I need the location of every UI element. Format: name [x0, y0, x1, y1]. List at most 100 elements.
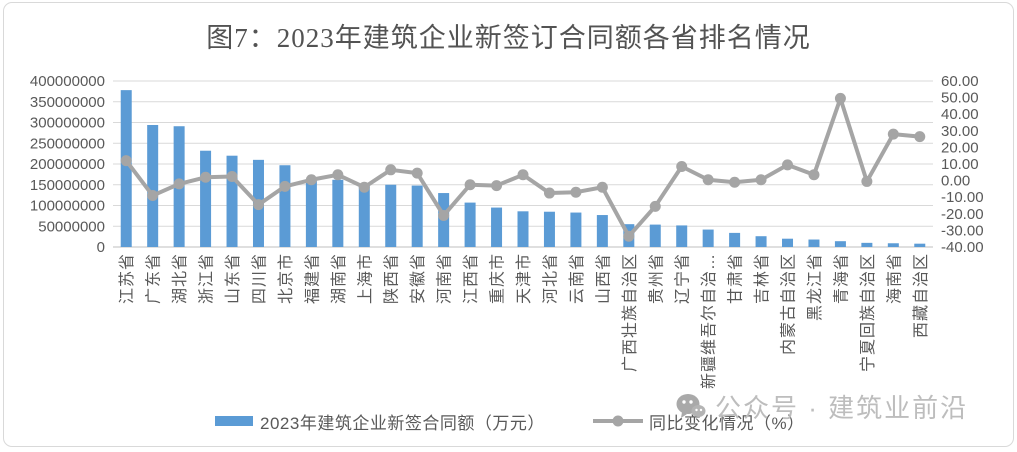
- bar: [332, 179, 344, 247]
- y-axis-tick: 0: [97, 239, 105, 256]
- x-axis-label: 湖北省: [171, 253, 189, 304]
- bar-series-label: 2023年建筑企业新签合同额（万元）: [260, 413, 545, 433]
- bar: [147, 124, 159, 247]
- line-point: [808, 169, 820, 181]
- y2-axis-tick: -40.00: [941, 239, 984, 256]
- y-axis-tick: 150000000: [30, 177, 105, 194]
- watermark: 公众号 · 建筑业前沿: [676, 388, 968, 425]
- bar: [279, 165, 291, 247]
- line-point: [914, 131, 926, 143]
- y2-axis-tick: 50.00: [941, 90, 979, 107]
- x-axis-label: 吉林省: [753, 253, 771, 304]
- y-axis-tick: 300000000: [30, 115, 105, 132]
- x-axis-label: 青海省: [832, 253, 850, 304]
- x-axis-label: 安徽省: [409, 253, 427, 304]
- line-point: [596, 181, 608, 193]
- line-point: [623, 230, 635, 242]
- line-point: [385, 164, 397, 176]
- combo-chart: 400000000 350000000 300000000 250000000 2000…: [30, 73, 984, 389]
- line-point: [702, 174, 714, 186]
- line-point: [305, 174, 317, 186]
- bar: [861, 242, 873, 247]
- x-axis-label: 江西省: [462, 253, 480, 304]
- line-point: [755, 174, 767, 186]
- line-point: [543, 187, 555, 199]
- x-axis-label: 内蒙古自治区: [780, 253, 798, 355]
- x-axis-label: 广西壮族自治区: [621, 253, 639, 372]
- x-axis-label: 河北省: [541, 253, 559, 304]
- x-axis-label: 江苏省: [118, 253, 136, 304]
- watermark-text: 公众号 · 建筑业前沿: [715, 393, 969, 423]
- line-point: [782, 159, 794, 171]
- line-point: [517, 169, 529, 181]
- y2-axis-tick: 10.00: [941, 156, 979, 173]
- legend-item-line: 同比变化情况（%）: [592, 410, 805, 433]
- line-point: [411, 167, 423, 179]
- x-axis-label: 湖南省: [330, 253, 348, 304]
- legend-item-bar: 2023年建筑企业新签合同额（万元）: [215, 410, 545, 433]
- bar-series-swatch: [215, 416, 253, 426]
- y-axis-tick: 400000000: [30, 73, 105, 90]
- line-point: [226, 170, 238, 182]
- line-point: [649, 200, 661, 212]
- bar: [676, 225, 688, 247]
- bar: [808, 239, 820, 247]
- y2-axis-tick: 60.00: [941, 73, 979, 90]
- x-axis-label: 河南省: [436, 253, 454, 304]
- line-series-marker: [593, 415, 643, 427]
- line-point: [491, 180, 503, 192]
- x-axis-label: 西藏自治区: [912, 253, 930, 338]
- line-point: [464, 179, 476, 191]
- y2-axis-tick: 0.00: [941, 173, 970, 190]
- line-point: [887, 128, 899, 140]
- x-axis-label: 宁夏回族自治区: [859, 253, 877, 372]
- x-axis-label: 山东省: [224, 253, 242, 304]
- x-axis-label: 福建省: [303, 253, 321, 304]
- x-axis-label: 浙江省: [198, 253, 216, 304]
- x-axis-label: 甘肃省: [727, 253, 745, 304]
- y-axis-tick: 350000000: [30, 94, 105, 111]
- bar: [570, 212, 582, 247]
- line-point: [147, 190, 159, 202]
- bar: [702, 229, 714, 247]
- bar: [358, 184, 370, 247]
- y-axis-tick: 250000000: [30, 135, 105, 152]
- line-point: [861, 175, 873, 187]
- x-axis-label: 北京市: [277, 253, 295, 304]
- x-axis-label: 重庆市: [489, 253, 507, 304]
- y2-axis-tick: -20.00: [941, 206, 984, 223]
- bar: [305, 178, 317, 247]
- bar: [385, 184, 397, 247]
- bar: [596, 215, 608, 247]
- bar: [491, 207, 503, 247]
- x-axis-label: 天津市: [515, 253, 533, 304]
- x-axis-label: 贵州省: [647, 253, 665, 304]
- bar: [464, 202, 476, 247]
- x-axis-label: 山西省: [594, 253, 612, 304]
- line-point: [729, 176, 741, 188]
- y2-axis-tick: -30.00: [941, 222, 984, 239]
- line-point: [676, 160, 688, 172]
- y2-axis-tick: 40.00: [941, 106, 979, 123]
- bar: [782, 238, 794, 247]
- bar: [517, 211, 529, 247]
- line-point: [252, 199, 264, 211]
- y-axis-tick: 200000000: [30, 156, 105, 173]
- y-axis-tick: 50000000: [38, 218, 105, 235]
- bar: [729, 232, 741, 247]
- bar: [887, 243, 899, 247]
- x-axis-label: 黑龙江省: [806, 253, 824, 321]
- x-axis-label: 云南省: [568, 253, 586, 304]
- line-point: [834, 92, 846, 104]
- bar: [543, 211, 555, 247]
- bar: [200, 150, 212, 247]
- chart-title: 图7：2023年建筑企业新签订合同额各省排名情况: [206, 23, 811, 53]
- line-point: [570, 186, 582, 198]
- line-point: [120, 155, 132, 167]
- y2-axis-tick: 20.00: [941, 139, 979, 156]
- bar: [755, 236, 767, 247]
- x-axis-label: 海南省: [885, 253, 903, 304]
- line-point: [279, 180, 291, 192]
- line-point: [200, 171, 212, 183]
